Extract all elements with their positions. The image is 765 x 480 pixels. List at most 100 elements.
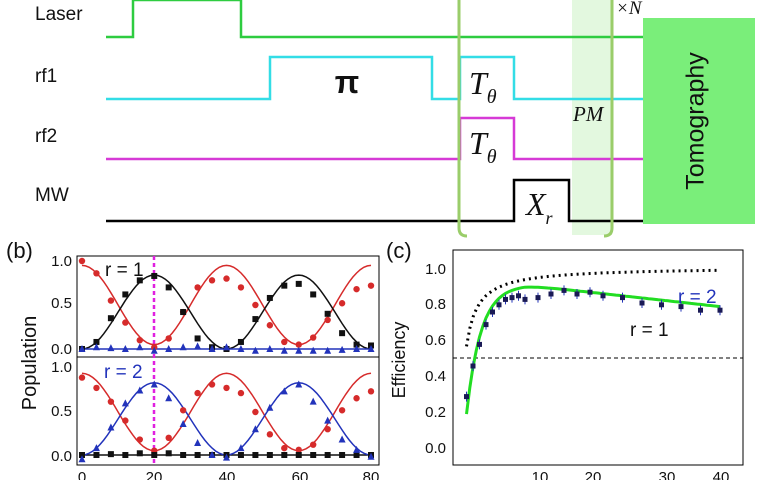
data-point <box>367 345 375 352</box>
data-point <box>107 423 115 431</box>
data-point <box>194 284 201 291</box>
data-point <box>324 452 331 458</box>
mw-trace <box>106 178 643 223</box>
data-point <box>78 257 86 265</box>
panel-c-ytick-3: 0.6 <box>425 332 446 349</box>
data-point <box>310 334 317 341</box>
panel-c-xtick-40: 40 <box>713 469 730 480</box>
panel-c-ytick-2: 0.8 <box>425 296 446 313</box>
t-theta-rf1-label: Tθ <box>469 65 497 108</box>
data-point <box>78 455 86 463</box>
data-point <box>208 277 216 284</box>
xr-label: Xr <box>524 186 554 228</box>
rf2-trace <box>106 116 643 161</box>
data-point <box>309 346 317 354</box>
channel-label-rf1: rf1 <box>35 66 57 87</box>
data-point <box>367 388 375 395</box>
data-point <box>367 452 375 460</box>
data-point <box>93 384 100 392</box>
data-point <box>237 284 245 291</box>
panel-b-bottom-points <box>78 374 375 463</box>
data-point <box>194 438 202 446</box>
data-point <box>179 407 187 414</box>
data-point <box>180 452 187 458</box>
data-point <box>237 389 245 397</box>
data-point <box>698 307 703 313</box>
data-point <box>659 302 664 308</box>
data-point <box>339 452 346 458</box>
data-point <box>338 407 346 414</box>
panel-b-bot-ytick-1: 1.0 <box>51 359 72 376</box>
data-point <box>639 300 645 306</box>
data-point <box>252 452 259 458</box>
data-point <box>367 282 375 289</box>
data-point <box>92 343 100 351</box>
data-point <box>194 452 201 458</box>
data-point <box>266 322 274 329</box>
data-point <box>309 397 317 405</box>
data-point <box>252 408 259 416</box>
data-point <box>324 316 331 324</box>
data-point <box>324 426 331 433</box>
data-point <box>179 343 187 351</box>
panel-b-xtick-40: 40 <box>219 469 236 480</box>
data-point <box>281 444 288 452</box>
data-point <box>353 452 360 458</box>
panel-c-xtick-20: 20 <box>585 469 602 480</box>
data-point <box>136 343 144 351</box>
data-point <box>165 450 172 457</box>
data-point <box>574 291 580 297</box>
data-point <box>587 289 593 295</box>
data-point <box>107 344 115 352</box>
data-point <box>208 381 216 388</box>
t-theta-rf2-label: Tθ <box>469 125 497 168</box>
data-point <box>107 297 115 304</box>
panel-b-bot-ytick-2: 0.5 <box>51 403 72 420</box>
data-point <box>165 434 172 441</box>
channel-label-rf2: rf2 <box>35 126 57 147</box>
panel-c-ytick-5: 0.2 <box>425 404 446 421</box>
panel-c-xtick-30: 30 <box>659 469 676 480</box>
data-point <box>237 452 244 458</box>
data-point <box>179 420 187 428</box>
data-point <box>266 345 274 352</box>
data-point <box>208 451 216 458</box>
data-point <box>353 395 360 402</box>
panel-b: (b) Population 1.0 0.5 0.0 1.0 0.5 0.0 0… <box>6 238 380 480</box>
data-point <box>600 293 606 299</box>
tomography-label: Tomography <box>682 52 710 190</box>
data-point <box>122 319 129 326</box>
data-point <box>237 444 245 452</box>
data-point <box>121 345 129 352</box>
panel-c-ylabel: Efficiency <box>389 322 409 399</box>
data-point <box>136 337 143 344</box>
data-point <box>295 346 303 354</box>
channel-label-mw: MW <box>35 185 69 206</box>
data-point <box>150 346 158 354</box>
data-point <box>503 296 508 302</box>
left-bracket <box>457 0 468 238</box>
pi-label: π <box>335 64 360 100</box>
data-point <box>522 296 528 302</box>
data-point <box>136 277 143 284</box>
panel-c-fit-curve <box>465 285 721 415</box>
data-point <box>295 280 302 287</box>
data-point <box>237 345 245 352</box>
data-point <box>93 338 100 345</box>
data-point <box>281 452 288 458</box>
data-point <box>151 272 158 279</box>
data-point <box>353 341 360 348</box>
panel-c-ytick-6: 0.0 <box>425 440 446 457</box>
data-point <box>194 342 202 350</box>
fit-line <box>81 264 372 346</box>
tomography-box <box>643 18 755 224</box>
fit-line <box>81 372 372 452</box>
data-point <box>516 293 521 299</box>
data-point <box>324 310 331 317</box>
data-point <box>251 346 259 354</box>
data-point <box>620 295 625 301</box>
panel-b-bottom-frame <box>76 356 380 466</box>
data-point <box>251 425 259 433</box>
panel-c-xtick-10: 10 <box>532 469 549 480</box>
